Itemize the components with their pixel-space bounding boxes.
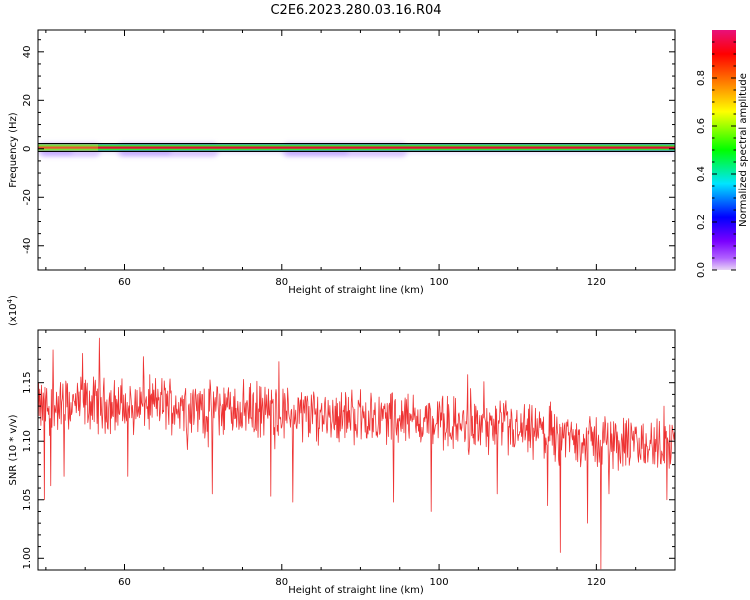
bottom-axis-ticks: 60 80 100 120 1.00 1.05 1.10 1.15 (22, 330, 676, 588)
snr-panel: 60 80 100 120 1.00 1.05 1.10 1.15 Height of str… (6, 295, 676, 596)
colorbar: 0.0 0.2 0.4 0.6 0.8 Normalized spectral ampl… (696, 30, 749, 278)
top-x-tick-label: 80 (275, 277, 288, 288)
top-x-tick-label: 120 (587, 277, 606, 288)
ridge-bright-edge (38, 144, 98, 151)
colorbar-tick-label: 0.2 (696, 214, 707, 230)
top-y-tick-label: 0 (22, 146, 33, 152)
bottom-y-tick-label: 1.00 (22, 547, 33, 569)
colorbar-tick-label: 0.6 (696, 118, 707, 134)
bottom-y-tick-label: 1.05 (22, 489, 33, 511)
bottom-y-tick-label: 1.15 (22, 372, 33, 394)
top-y-tick-label: 20 (22, 94, 33, 107)
colorbar-tick-label: 0.0 (696, 262, 707, 278)
top-x-tick-label: 60 (118, 277, 131, 288)
colorbar-gradient (712, 30, 736, 270)
colorbar-label: Normalized spectral amplitude (738, 73, 749, 227)
y-multiplier-base: (x10 (8, 303, 19, 326)
top-y-tick-label: -20 (22, 189, 33, 205)
colorbar-tick-label: 0.4 (696, 166, 707, 182)
top-axis-ticks: 60 80 100 120 -40 -20 0 20 40 (22, 30, 676, 288)
top-x-tick-label: 100 (430, 277, 449, 288)
top-y-tick-label: 40 (22, 45, 33, 58)
spectrogram-image (38, 142, 675, 157)
bottom-x-tick-label: 100 (430, 577, 449, 588)
figure-title: C2E6.2023.280.03.16.R04 (270, 3, 441, 18)
bottom-x-axis-label: Height of straight line (km) (288, 585, 424, 596)
bottom-x-tick-label: 80 (275, 577, 288, 588)
ridge-red-core (38, 146, 675, 149)
top-y-axis-label: Frequency (Hz) (8, 112, 19, 188)
y-multiplier-label: (x104) (6, 295, 19, 326)
top-y-tick-label: -40 (22, 238, 33, 254)
y-multiplier-close: ) (8, 295, 19, 299)
top-plot-frame (37, 29, 676, 271)
bottom-y-axis-label: SNR (10 * v/v) (8, 414, 19, 485)
top-x-axis-label: Height of straight line (km) (288, 285, 424, 296)
y-multiplier-exponent: 4 (6, 298, 14, 303)
colorbar-tick-label: 0.8 (696, 70, 707, 86)
bottom-x-tick-label: 120 (587, 577, 606, 588)
snr-series-line (38, 337, 675, 570)
bottom-plot-frame (37, 329, 676, 571)
bottom-y-tick-label: 1.10 (22, 430, 33, 452)
bottom-x-tick-label: 60 (118, 577, 131, 588)
spectrogram-panel: 60 80 100 120 -40 -20 0 20 40 Height of straight… (8, 29, 676, 296)
colorbar-ticks: 0.0 0.2 0.4 0.6 0.8 (696, 41, 736, 278)
